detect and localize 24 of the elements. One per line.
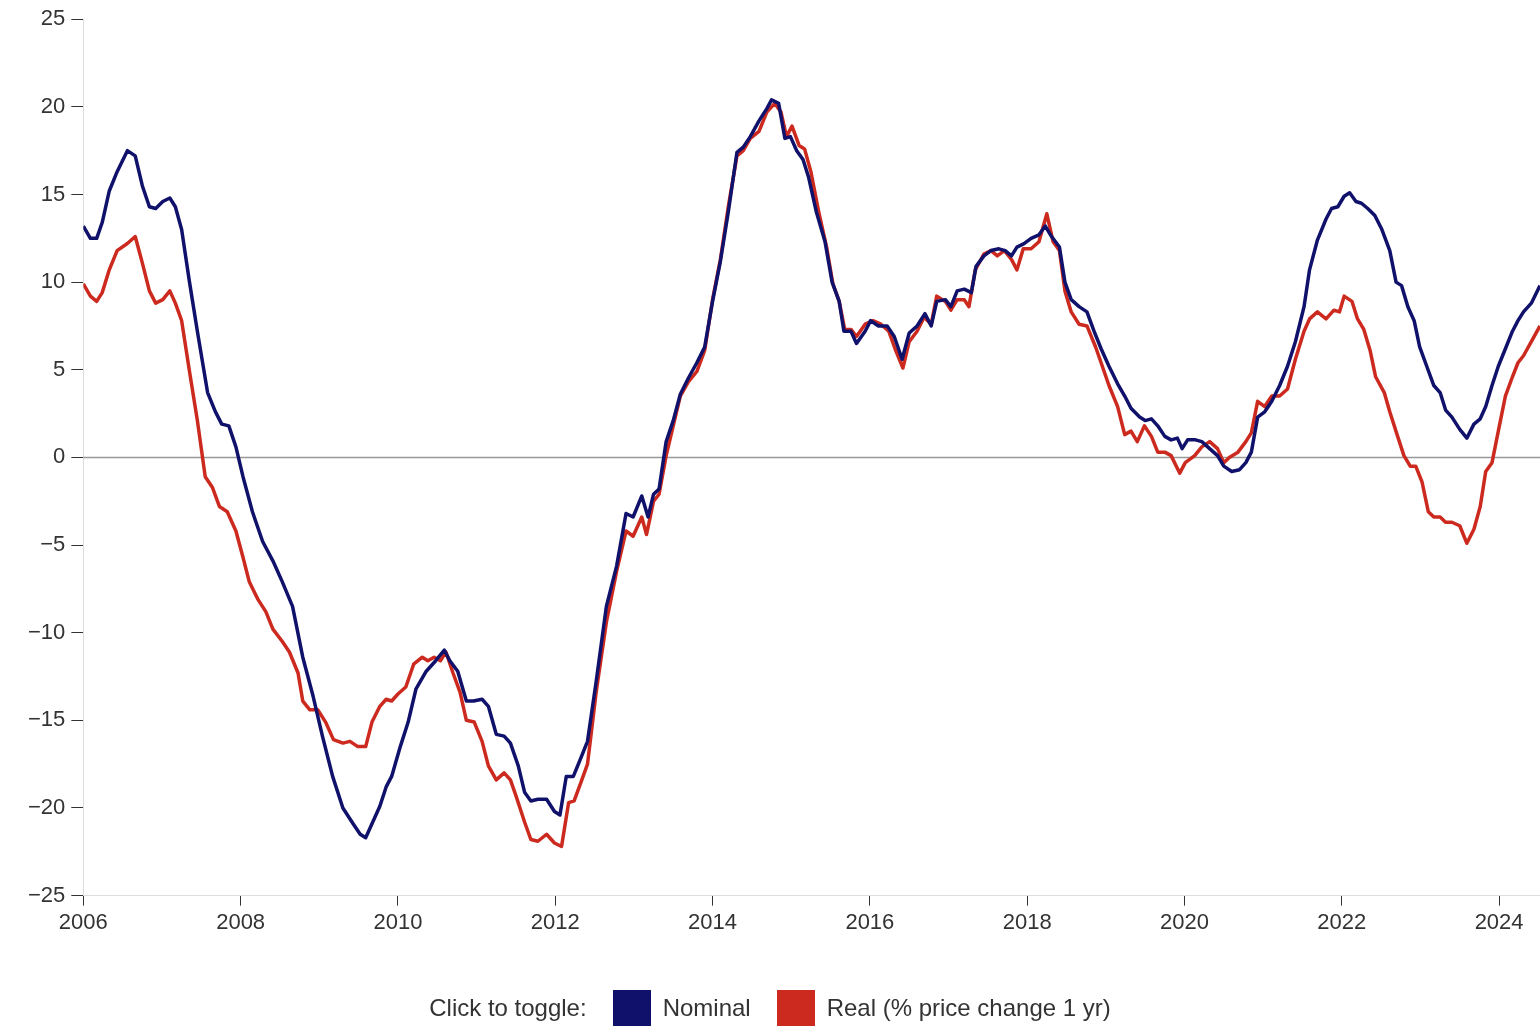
x-tick-label: 2020 xyxy=(1160,908,1209,934)
y-tick-label: 25 xyxy=(40,5,66,31)
x-tick-label: 2006 xyxy=(58,908,108,934)
y-tick-label: −10 xyxy=(27,618,66,644)
legend-title: Click to toggle: xyxy=(429,994,587,1022)
x-tick-label: 2018 xyxy=(1002,908,1052,934)
y-tick-label: −20 xyxy=(27,794,66,820)
y-tick-label: 10 xyxy=(40,268,66,294)
x-tick-label: 2024 xyxy=(1474,908,1524,934)
y-tick-label: 0 xyxy=(53,443,66,469)
x-tick-label: 2010 xyxy=(373,908,423,934)
y-tick-label: −15 xyxy=(27,706,66,732)
x-tick-label: 2014 xyxy=(688,908,738,934)
y-tick-label: 20 xyxy=(40,92,66,118)
legend-label: Real (% price change 1 yr) xyxy=(826,994,1111,1022)
x-tick-label: 2016 xyxy=(845,908,895,934)
y-tick-label: 15 xyxy=(40,180,66,206)
x-tick-label: 2012 xyxy=(530,908,580,934)
y-tick-label: 5 xyxy=(53,355,66,381)
x-tick-label: 2022 xyxy=(1317,908,1367,934)
legend-label: Nominal xyxy=(662,994,751,1022)
y-tick-label: −5 xyxy=(40,531,66,557)
x-tick-label: 2008 xyxy=(216,908,266,934)
y-tick-label: −25 xyxy=(27,881,66,907)
